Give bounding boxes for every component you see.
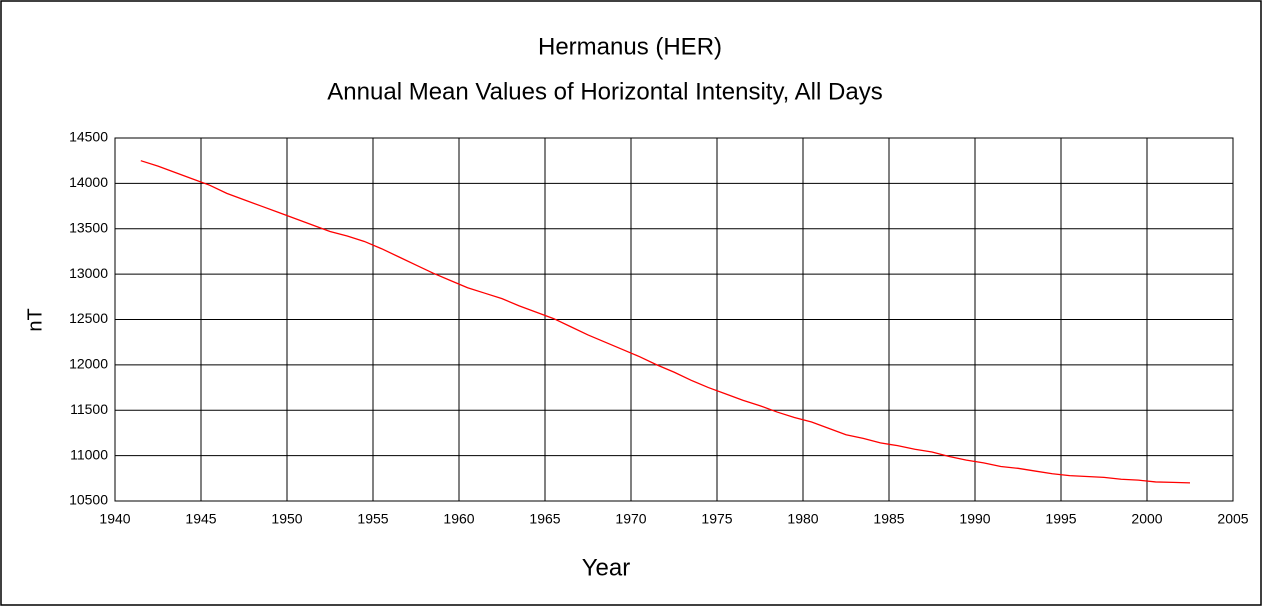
data-line (140, 160, 1191, 484)
y-tick-label: 11000 (70, 446, 108, 462)
x-tick-label: 1970 (615, 511, 646, 527)
x-tick-label: 1980 (787, 511, 818, 527)
x-tick-label: 1950 (271, 511, 302, 527)
x-tick-label: 1990 (959, 511, 990, 527)
y-tick-label: 11500 (70, 401, 108, 417)
chart-subtitle: Annual Mean Values of Horizontal Intensi… (327, 78, 882, 105)
chart-title: Hermanus (HER) (538, 33, 722, 60)
x-tick-label: 1995 (1045, 511, 1076, 527)
y-tick-label: 12000 (69, 356, 108, 372)
y-tick-label: 14000 (69, 174, 108, 190)
y-tick-label: 12500 (69, 310, 108, 326)
x-tick-label: 1955 (357, 511, 388, 527)
x-axis-label: Year (582, 554, 631, 581)
x-tick-label: 1960 (443, 511, 474, 527)
x-tick-label: 1985 (873, 511, 904, 527)
x-tick-label: 2005 (1217, 511, 1248, 527)
x-tick-label: 1940 (99, 511, 130, 527)
x-tick-label: 2000 (1131, 511, 1162, 527)
y-tick-label: 10500 (69, 492, 108, 508)
y-tick-label: 13000 (69, 265, 108, 281)
y-tick-label: 14500 (69, 129, 108, 145)
x-tick-label: 1975 (701, 511, 732, 527)
y-tick-label: 13500 (69, 219, 108, 235)
x-tick-label: 1945 (185, 511, 216, 527)
y-axis-label: nT (24, 308, 46, 331)
x-tick-label: 1965 (529, 511, 560, 527)
